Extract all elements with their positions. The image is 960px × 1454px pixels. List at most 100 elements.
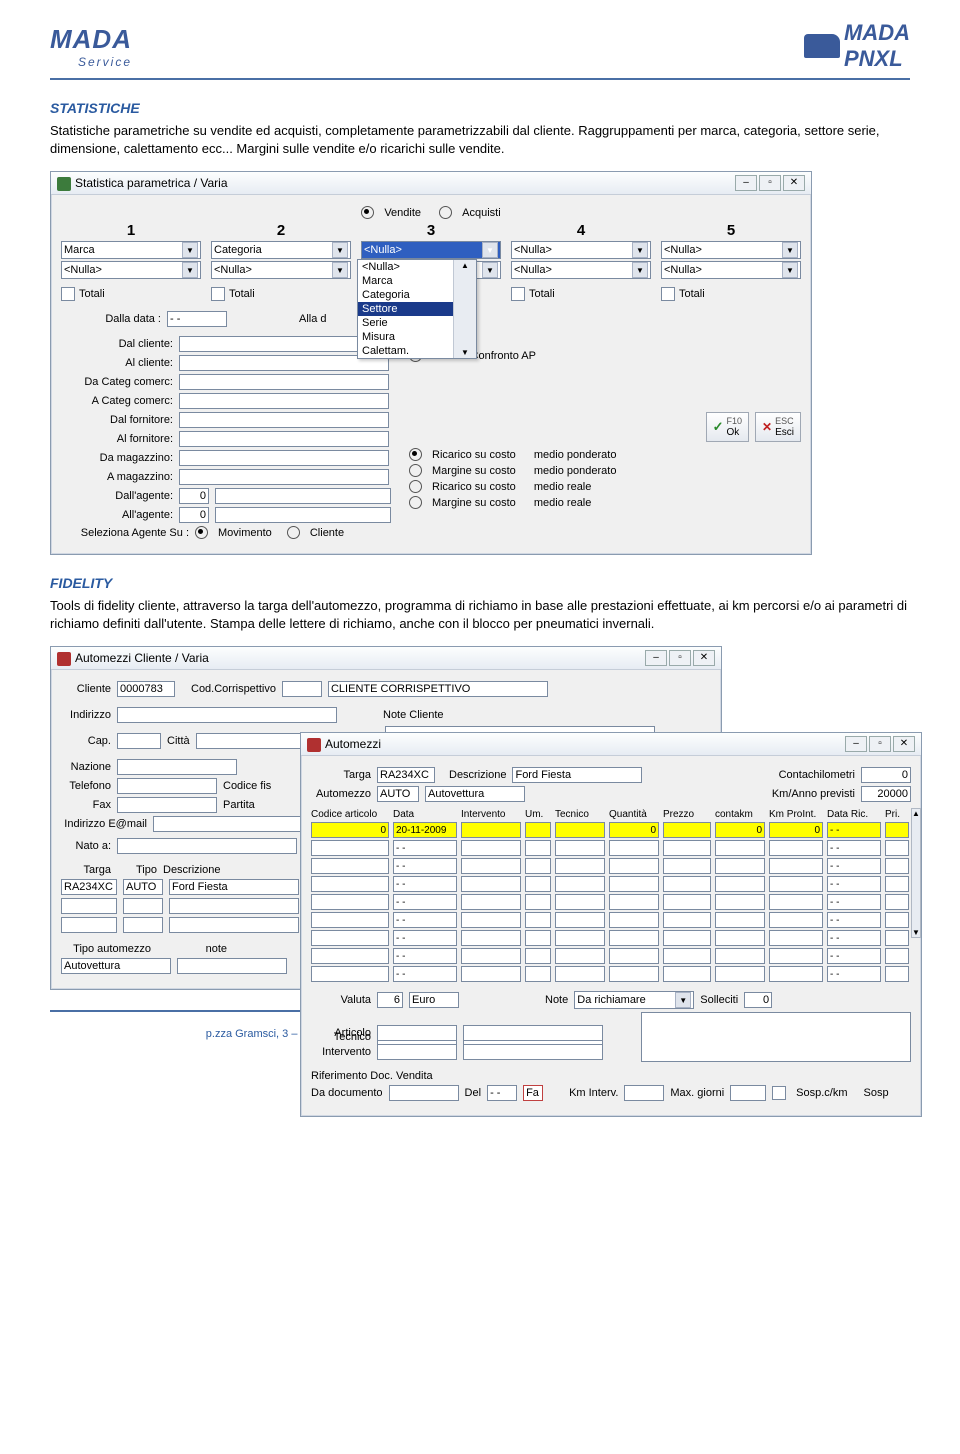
combo-1-2[interactable]: Categoria▼: [211, 241, 351, 259]
radio-vendite[interactable]: [361, 206, 374, 219]
close-button[interactable]: ✕: [783, 175, 805, 191]
input-corr-name[interactable]: CLIENTE CORRISPETTIVO: [328, 681, 548, 697]
checkbox[interactable]: [661, 287, 675, 301]
input-a-categ[interactable]: [179, 393, 389, 409]
input-descr[interactable]: Ford Fiesta: [169, 879, 299, 895]
input-da-mag[interactable]: [179, 450, 389, 466]
input-cap[interactable]: [117, 733, 161, 749]
input3-kmanno[interactable]: 20000: [861, 786, 911, 802]
table-row[interactable]: - -- -: [311, 839, 909, 857]
radio-movimento[interactable]: [195, 526, 208, 539]
input-da-doc[interactable]: [389, 1085, 459, 1101]
input-del[interactable]: - -: [487, 1085, 517, 1101]
scroll-up-icon[interactable]: ▲: [912, 809, 920, 818]
list-row[interactable]: [123, 898, 163, 914]
input-dall-agente[interactable]: 0: [179, 488, 209, 504]
totali-5[interactable]: Totali: [661, 287, 801, 301]
input-a-mag[interactable]: [179, 469, 389, 485]
input-note[interactable]: [177, 958, 287, 974]
max-button[interactable]: ▫: [759, 175, 781, 191]
list-row[interactable]: [123, 917, 163, 933]
input-cliente[interactable]: 0000783: [117, 681, 175, 697]
input-nazione[interactable]: [117, 759, 237, 775]
table-row[interactable]: - -- -: [311, 929, 909, 947]
totali-2[interactable]: Totali: [211, 287, 351, 301]
combo-1-4[interactable]: <Nulla>▼: [511, 241, 651, 259]
table-row[interactable]: - -- -: [311, 875, 909, 893]
combo-richiamo[interactable]: Da richiamare▼: [574, 991, 694, 1009]
input-valuta[interactable]: 6: [377, 992, 403, 1008]
input-telefono[interactable]: [117, 778, 217, 794]
input-euro[interactable]: Euro: [409, 992, 459, 1008]
radio-cliente[interactable]: [287, 526, 300, 539]
table-row[interactable]: - -- -: [311, 893, 909, 911]
checkbox-sosp[interactable]: [772, 1086, 786, 1100]
input-all-agente-name[interactable]: [215, 507, 391, 523]
input-indirizzo[interactable]: [117, 707, 337, 723]
totali-4[interactable]: Totali: [511, 287, 651, 301]
input-tipo[interactable]: AUTO: [123, 879, 163, 895]
radio-r4[interactable]: [409, 496, 422, 509]
table-row[interactable]: - -- -: [311, 911, 909, 929]
dalla-data-input[interactable]: - -: [167, 311, 227, 327]
list-row[interactable]: [61, 898, 117, 914]
combo-2-1[interactable]: <Nulla>▼: [61, 261, 201, 279]
table-row[interactable]: - -- -: [311, 857, 909, 875]
table-scrollbar[interactable]: ▲▼: [911, 808, 921, 938]
combo-2-4[interactable]: <Nulla>▼: [511, 261, 651, 279]
list-row[interactable]: [169, 917, 299, 933]
input-da-categ[interactable]: [179, 374, 389, 390]
combo-2-5[interactable]: <Nulla>▼: [661, 261, 801, 279]
radio-r3[interactable]: [409, 480, 422, 493]
checkbox[interactable]: [61, 287, 75, 301]
combo-1-3[interactable]: <Nulla>▼: [361, 241, 501, 259]
min-button[interactable]: –: [735, 175, 757, 191]
input-all-agente[interactable]: 0: [179, 507, 209, 523]
input-cod-corr[interactable]: [282, 681, 322, 697]
min-button[interactable]: –: [645, 650, 667, 666]
input3-descr[interactable]: Ford Fiesta: [512, 767, 642, 783]
input-solleciti[interactable]: 0: [744, 992, 772, 1008]
scroll-down-icon[interactable]: ▼: [912, 928, 920, 937]
input3-contakm[interactable]: 0: [861, 767, 911, 783]
close-button[interactable]: ✕: [893, 736, 915, 752]
totali-1[interactable]: Totali: [61, 287, 201, 301]
radio-r1[interactable]: [409, 448, 422, 461]
list-row[interactable]: [169, 898, 299, 914]
input-intervento-name[interactable]: [463, 1044, 603, 1060]
radio-acquisti[interactable]: [439, 206, 452, 219]
input-email[interactable]: [153, 816, 303, 832]
esc-button[interactable]: ESCEsci: [755, 412, 801, 442]
combo-1-5[interactable]: <Nulla>▼: [661, 241, 801, 259]
input-fax[interactable]: [117, 797, 217, 813]
checkbox[interactable]: [211, 287, 225, 301]
input-nato[interactable]: [117, 838, 297, 854]
max-button[interactable]: ▫: [869, 736, 891, 752]
input-km-interv[interactable]: [624, 1085, 664, 1101]
input-intervento[interactable]: [377, 1044, 457, 1060]
textarea-note[interactable]: [641, 1012, 911, 1062]
scroll-down-icon[interactable]: ▼: [461, 348, 469, 357]
input-targa[interactable]: RA234XC: [61, 879, 117, 895]
close-button[interactable]: ✕: [693, 650, 715, 666]
input-autovettura[interactable]: Autovettura: [61, 958, 171, 974]
input-articolo[interactable]: [377, 1025, 457, 1041]
input3-autovettura[interactable]: Autovettura: [425, 786, 525, 802]
max-button[interactable]: ▫: [669, 650, 691, 666]
fa-button[interactable]: Fa: [523, 1085, 543, 1101]
scrollbar[interactable]: ▲▼: [453, 260, 476, 358]
combo-2-2[interactable]: <Nulla>▼: [211, 261, 351, 279]
input-max-giorni[interactable]: [730, 1085, 766, 1101]
input-articolo-name[interactable]: [463, 1025, 603, 1041]
table-row[interactable]: - -- -: [311, 947, 909, 965]
input3-targa[interactable]: RA234XC: [377, 767, 435, 783]
combo-1-1[interactable]: Marca▼: [61, 241, 201, 259]
ok-button[interactable]: F10Ok: [706, 412, 749, 442]
input3-automezzo[interactable]: AUTO: [377, 786, 419, 802]
min-button[interactable]: –: [845, 736, 867, 752]
table-row[interactable]: - -- -: [311, 965, 909, 983]
input-dall-agente-name[interactable]: [215, 488, 391, 504]
radio-r2[interactable]: [409, 464, 422, 477]
table-row[interactable]: 0 20-11-2009 0 0 0 - -: [311, 821, 909, 839]
input-dal-forn[interactable]: [179, 412, 389, 428]
